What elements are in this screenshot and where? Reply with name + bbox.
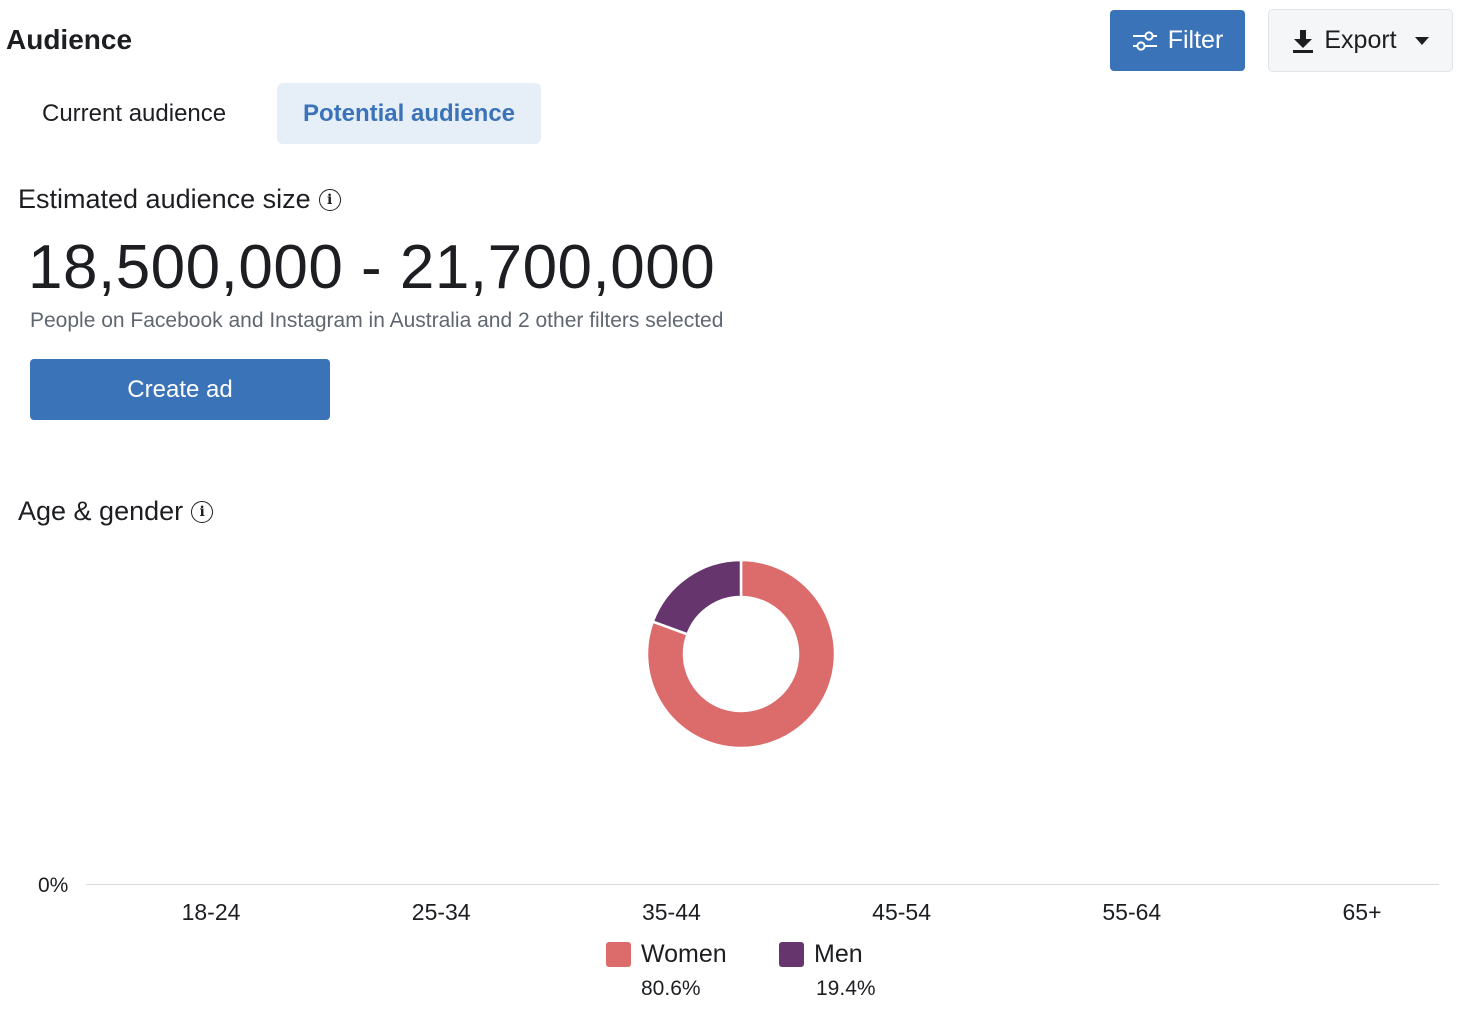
create-ad-button[interactable]: Create ad: [30, 359, 330, 420]
x-axis-tick-35-44: 35-44: [641, 899, 701, 925]
filter-button[interactable]: Filter: [1110, 10, 1245, 71]
filter-label: Filter: [1167, 26, 1224, 54]
y-axis-tick-label: 0%: [38, 874, 69, 897]
tab-label: Current audience: [42, 99, 227, 127]
age-gender-heading: Age & gender i: [18, 496, 214, 527]
x-axis-line: [86, 884, 1439, 885]
donut-slice-men[interactable]: [651, 558, 743, 636]
info-icon[interactable]: i: [318, 188, 341, 211]
legend-item-women: Women: [606, 940, 727, 969]
x-axis-tick-55-64: 55-64: [1102, 899, 1162, 925]
audience-size-description: People on Facebook and Instagram in Aust…: [30, 309, 724, 332]
legend-percent-men: 19.4%: [816, 977, 876, 1000]
create-ad-label: Create ad: [127, 375, 233, 403]
x-axis-tick-25-34: 25-34: [411, 899, 471, 925]
legend-swatch-women: [606, 942, 631, 967]
x-axis-tick-65+: 65+: [1342, 899, 1382, 925]
export-label: Export: [1324, 26, 1397, 54]
info-icon[interactable]: i: [191, 500, 214, 523]
legend-swatch-men: [779, 942, 804, 967]
legend-label-women: Women: [641, 940, 727, 968]
tab-current-audience[interactable]: Current audience: [24, 83, 244, 144]
legend-percent-women: 80.6%: [641, 977, 701, 1000]
tab-label: Potential audience: [302, 99, 516, 127]
export-button[interactable]: Export: [1268, 9, 1453, 72]
legend-item-men: Men: [779, 940, 863, 969]
sliders-icon: [1132, 30, 1157, 51]
legend-label-men: Men: [814, 940, 863, 968]
chevron-down-icon: [1414, 36, 1429, 45]
x-axis-tick-18-24: 18-24: [181, 899, 241, 925]
donut-slice-women[interactable]: [645, 558, 837, 750]
x-axis-tick-45-54: 45-54: [872, 899, 932, 925]
audience-size-value: 18,500,000 - 21,700,000: [28, 233, 716, 302]
tab-potential-audience[interactable]: Potential audience: [277, 83, 541, 144]
age-gender-title: Age & gender: [18, 496, 184, 526]
estimated-size-heading: Estimated audience size i: [18, 184, 341, 215]
page-title: Audience: [6, 24, 133, 55]
estimated-size-title: Estimated audience size: [18, 184, 311, 214]
gender-donut-chart: [645, 558, 837, 750]
download-icon: [1293, 29, 1314, 53]
